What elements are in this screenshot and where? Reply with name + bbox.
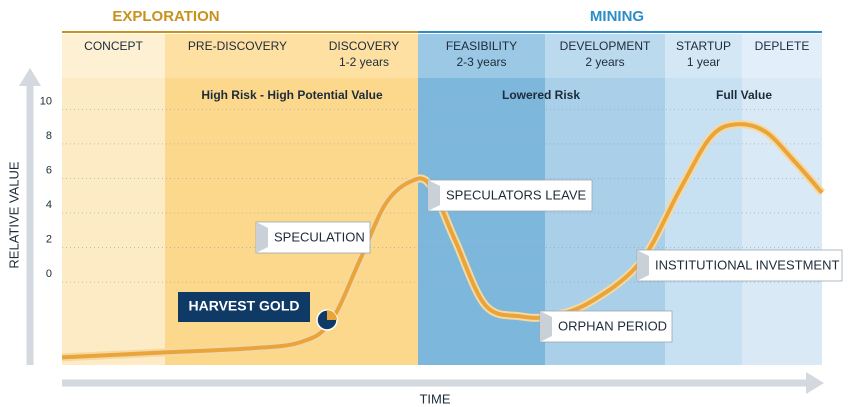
y-axis-label: RELATIVE VALUE	[6, 161, 21, 268]
phase-label: MINING	[590, 8, 644, 25]
risk-label: High Risk - High Potential Value	[201, 88, 383, 102]
stage-duration: 2-3 years	[456, 55, 506, 69]
stage-name: CONCEPT	[84, 39, 143, 53]
callout-box	[255, 221, 371, 254]
y-tick-label: 8	[46, 130, 52, 142]
stage-header	[665, 34, 742, 78]
stage-column	[742, 34, 822, 365]
callout-text: INSTITUTIONAL INVESTMENT	[655, 257, 839, 272]
callout-box	[427, 179, 593, 212]
stage-header	[62, 34, 165, 78]
y-tick-label: 2	[46, 233, 52, 245]
callout-tab	[540, 311, 552, 342]
stage-column	[62, 34, 165, 365]
stage-name: DEVELOPMENT	[560, 39, 651, 53]
y-tick-label: 4	[46, 199, 52, 211]
callout-text: SPECULATION	[274, 229, 365, 244]
stage-header	[545, 34, 665, 78]
callout-text: ORPHAN PERIOD	[558, 318, 667, 333]
harvest-icon-slice	[327, 310, 337, 320]
stage-name: DISCOVERY	[329, 39, 399, 53]
y-tick-label: 6	[46, 164, 52, 176]
stage-duration: 1 year	[687, 55, 720, 69]
stage-header	[310, 34, 418, 78]
y-tick-label: 10	[40, 95, 52, 107]
stage-name: PRE-DISCOVERY	[188, 39, 287, 53]
phase-label: EXPLORATION	[112, 8, 219, 25]
stage-duration: 2 years	[585, 55, 624, 69]
callout-tab	[428, 180, 440, 211]
callout-text: SPECULATORS LEAVE	[446, 187, 586, 202]
risk-label: Full Value	[716, 88, 772, 102]
stage-header	[165, 34, 310, 78]
harvest-text: HARVEST GOLD	[189, 298, 300, 314]
callout-box	[636, 249, 843, 282]
stage-header	[418, 34, 545, 78]
stage-name: FEASIBILITY	[446, 39, 517, 53]
callout-box	[539, 310, 673, 343]
callout-tab	[256, 222, 268, 253]
stage-header	[742, 34, 822, 78]
value-curve	[61, 122, 824, 360]
callout-tab	[637, 250, 649, 281]
risk-label: Lowered Risk	[502, 88, 580, 102]
y-axis-arrowhead	[19, 68, 41, 86]
harvest-box	[178, 292, 310, 322]
stage-duration: 1-2 years	[339, 55, 389, 69]
stage-name: STARTUP	[676, 39, 731, 53]
stage-name: DEPLETE	[755, 39, 810, 53]
x-axis-label: TIME	[419, 391, 450, 406]
y-tick-label: 0	[46, 268, 52, 280]
x-axis-arrowhead	[806, 372, 824, 394]
